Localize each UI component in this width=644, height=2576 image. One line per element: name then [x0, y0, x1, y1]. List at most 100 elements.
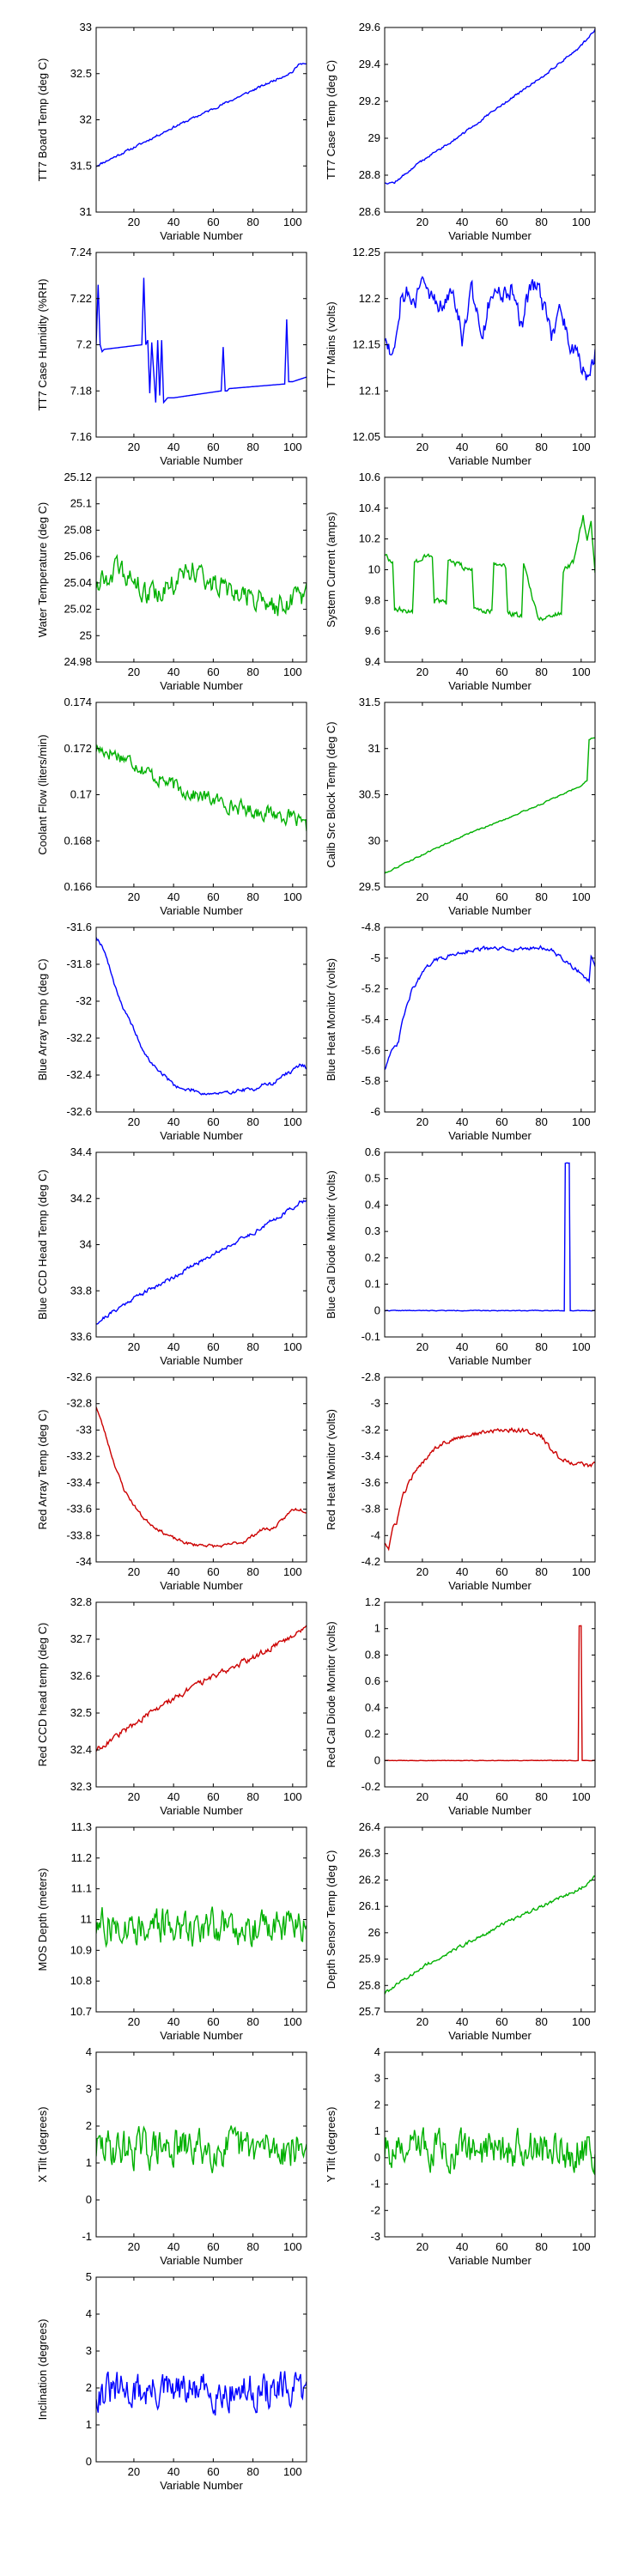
- chart-panel-6: 20 40 60 80 100 9.4 9.6 9.8 10 10.2 10.4 10.6 Variab…: [325, 471, 596, 692]
- x-tick-label: 40: [167, 1790, 179, 1803]
- y-axis-label: Blue Heat Monitor (volts): [325, 958, 337, 1081]
- y-tick-label: 12.25: [352, 246, 380, 258]
- series-line-11-1: [96, 1200, 307, 1325]
- series-line-3-1: [96, 277, 307, 404]
- y-axis-label: Coolant Flow (liters/min): [36, 734, 49, 854]
- plot-frame: [95, 927, 307, 1113]
- y-tick-label: 7.24: [70, 246, 92, 258]
- y-tick-label: 28.6: [359, 205, 380, 218]
- y-tick-label: 4: [86, 2307, 92, 2320]
- x-tick-label: 80: [246, 2015, 258, 2028]
- series-line-8-1: [385, 737, 595, 874]
- x-tick-label: 60: [207, 1565, 219, 1578]
- x-tick-label: 20: [128, 1340, 140, 1353]
- y-tick-label: 33.8: [70, 1284, 92, 1297]
- x-axis-label: Variable Number: [160, 1354, 243, 1367]
- chart-panel-17: 20 40 60 80 100 10.7 10.8 10.9 11 11.1 11.2 11.3 Var…: [36, 1820, 307, 2042]
- y-tick-label: 11: [81, 1913, 93, 1926]
- y-axis-label: Red Array Temp (deg C): [36, 1410, 49, 1530]
- y-tick-label: 7.16: [70, 430, 92, 443]
- x-tick-label: 20: [128, 2015, 140, 2028]
- y-tick-label: -33.4: [66, 1476, 92, 1489]
- x-tick-label: 100: [283, 1115, 302, 1128]
- y-tick-label: 7.18: [70, 384, 92, 397]
- y-tick-label: 4: [86, 2045, 92, 2058]
- y-tick-label: 34.2: [70, 1192, 92, 1205]
- series-line-4-1: [385, 276, 595, 381]
- chart-panel-2: 20 40 60 80 100 28.6 28.8 29 29.2 29.4 29.6 Variabl…: [325, 21, 596, 242]
- y-axis-label: Depth Sensor Temp (deg C): [325, 1850, 337, 1990]
- x-tick-label: 80: [246, 890, 258, 903]
- x-tick-label: 100: [572, 2240, 591, 2253]
- x-tick-label: 20: [128, 890, 140, 903]
- y-tick-label: 32.7: [70, 1632, 92, 1645]
- y-tick-label: 30: [368, 834, 380, 847]
- y-tick-label: 0.2: [365, 1251, 380, 1264]
- y-tick-label: -3.8: [361, 1503, 380, 1516]
- x-axis-label: Variable Number: [160, 679, 243, 692]
- chart-panel-4: 20 40 60 80 100 12.05 12.1 12.15 12.2 12.25 Variab…: [325, 246, 596, 467]
- plot-frame: [95, 2276, 307, 2463]
- x-axis-label: Variable Number: [448, 1579, 532, 1592]
- x-tick-label: 20: [128, 1115, 140, 1128]
- y-tick-label: 7.2: [76, 338, 92, 351]
- y-axis-label: Blue Array Temp (deg C): [36, 958, 49, 1080]
- y-axis-label: Red Heat Monitor (volts): [325, 1409, 337, 1530]
- x-tick-label: 60: [207, 216, 219, 228]
- x-tick-label: 20: [416, 2015, 428, 2028]
- y-tick-label: 33.6: [70, 1330, 92, 1343]
- series-line-21-1: [96, 2371, 307, 2416]
- x-tick-label: 40: [456, 1565, 468, 1578]
- y-tick-label: 0.2: [365, 1728, 380, 1741]
- y-tick-label: -0.1: [361, 1330, 380, 1343]
- x-tick-label: 40: [167, 2015, 179, 2028]
- y-tick-label: 7.22: [70, 292, 92, 305]
- y-axis-label: Blue Cal Diode Monitor (volts): [325, 1170, 337, 1319]
- series-line-16-1: [385, 1625, 595, 1762]
- series-line-5-1: [96, 554, 307, 617]
- y-tick-label: -33.8: [66, 1528, 92, 1541]
- y-tick-label: 0.6: [365, 1145, 380, 1158]
- x-tick-label: 100: [283, 1340, 302, 1353]
- x-tick-label: 100: [283, 1565, 302, 1578]
- y-tick-label: 32: [80, 113, 92, 126]
- x-tick-label: 60: [207, 890, 219, 903]
- series-line-7-1: [96, 744, 307, 831]
- y-tick-label: -2: [370, 2203, 380, 2216]
- x-tick-label: 80: [246, 1565, 258, 1578]
- plot-frame: [384, 1826, 596, 2013]
- y-tick-label: 10.9: [70, 1943, 92, 1956]
- plot-frame: [384, 927, 596, 1113]
- y-tick-label: 1.2: [365, 1595, 380, 1608]
- x-tick-label: 60: [207, 1790, 219, 1803]
- x-tick-label: 80: [535, 440, 547, 453]
- y-tick-label: 0.8: [365, 1648, 380, 1661]
- y-tick-label: 32.5: [70, 67, 92, 80]
- x-tick-label: 40: [167, 1115, 179, 1128]
- y-tick-label: 29.5: [359, 880, 380, 893]
- y-tick-label: -32.4: [66, 1068, 92, 1081]
- x-tick-label: 40: [456, 216, 468, 228]
- y-tick-label: 10.2: [359, 532, 380, 545]
- x-tick-label: 40: [167, 2465, 179, 2478]
- y-tick-label: -33.6: [66, 1503, 92, 1516]
- series-line-15-1: [96, 1625, 307, 1752]
- chart-panel-7: 20 40 60 80 100 0.166 0.168 0.17 0.172 0.174 Varia…: [36, 696, 307, 917]
- y-tick-label: 2: [86, 2119, 92, 2132]
- x-tick-label: 80: [535, 1790, 547, 1803]
- series-line-14-1: [385, 1426, 595, 1552]
- x-tick-label: 100: [572, 890, 591, 903]
- y-axis-label: TT7 Case Temp (deg C): [325, 60, 337, 179]
- y-tick-label: 0: [86, 2193, 92, 2206]
- x-axis-label: Variable Number: [448, 1804, 532, 1817]
- x-tick-label: 20: [416, 2240, 428, 2253]
- y-tick-label: 10.8: [70, 1974, 92, 1987]
- x-tick-label: 40: [456, 2015, 468, 2028]
- y-tick-label: 10.4: [359, 501, 380, 514]
- y-tick-label: 29: [368, 131, 380, 144]
- y-tick-label: -1: [82, 2230, 92, 2243]
- x-axis-label: Variable Number: [160, 2029, 243, 2042]
- x-tick-label: 100: [283, 890, 302, 903]
- plot-frame: [95, 2051, 307, 2238]
- y-tick-label: -3.6: [361, 1476, 380, 1489]
